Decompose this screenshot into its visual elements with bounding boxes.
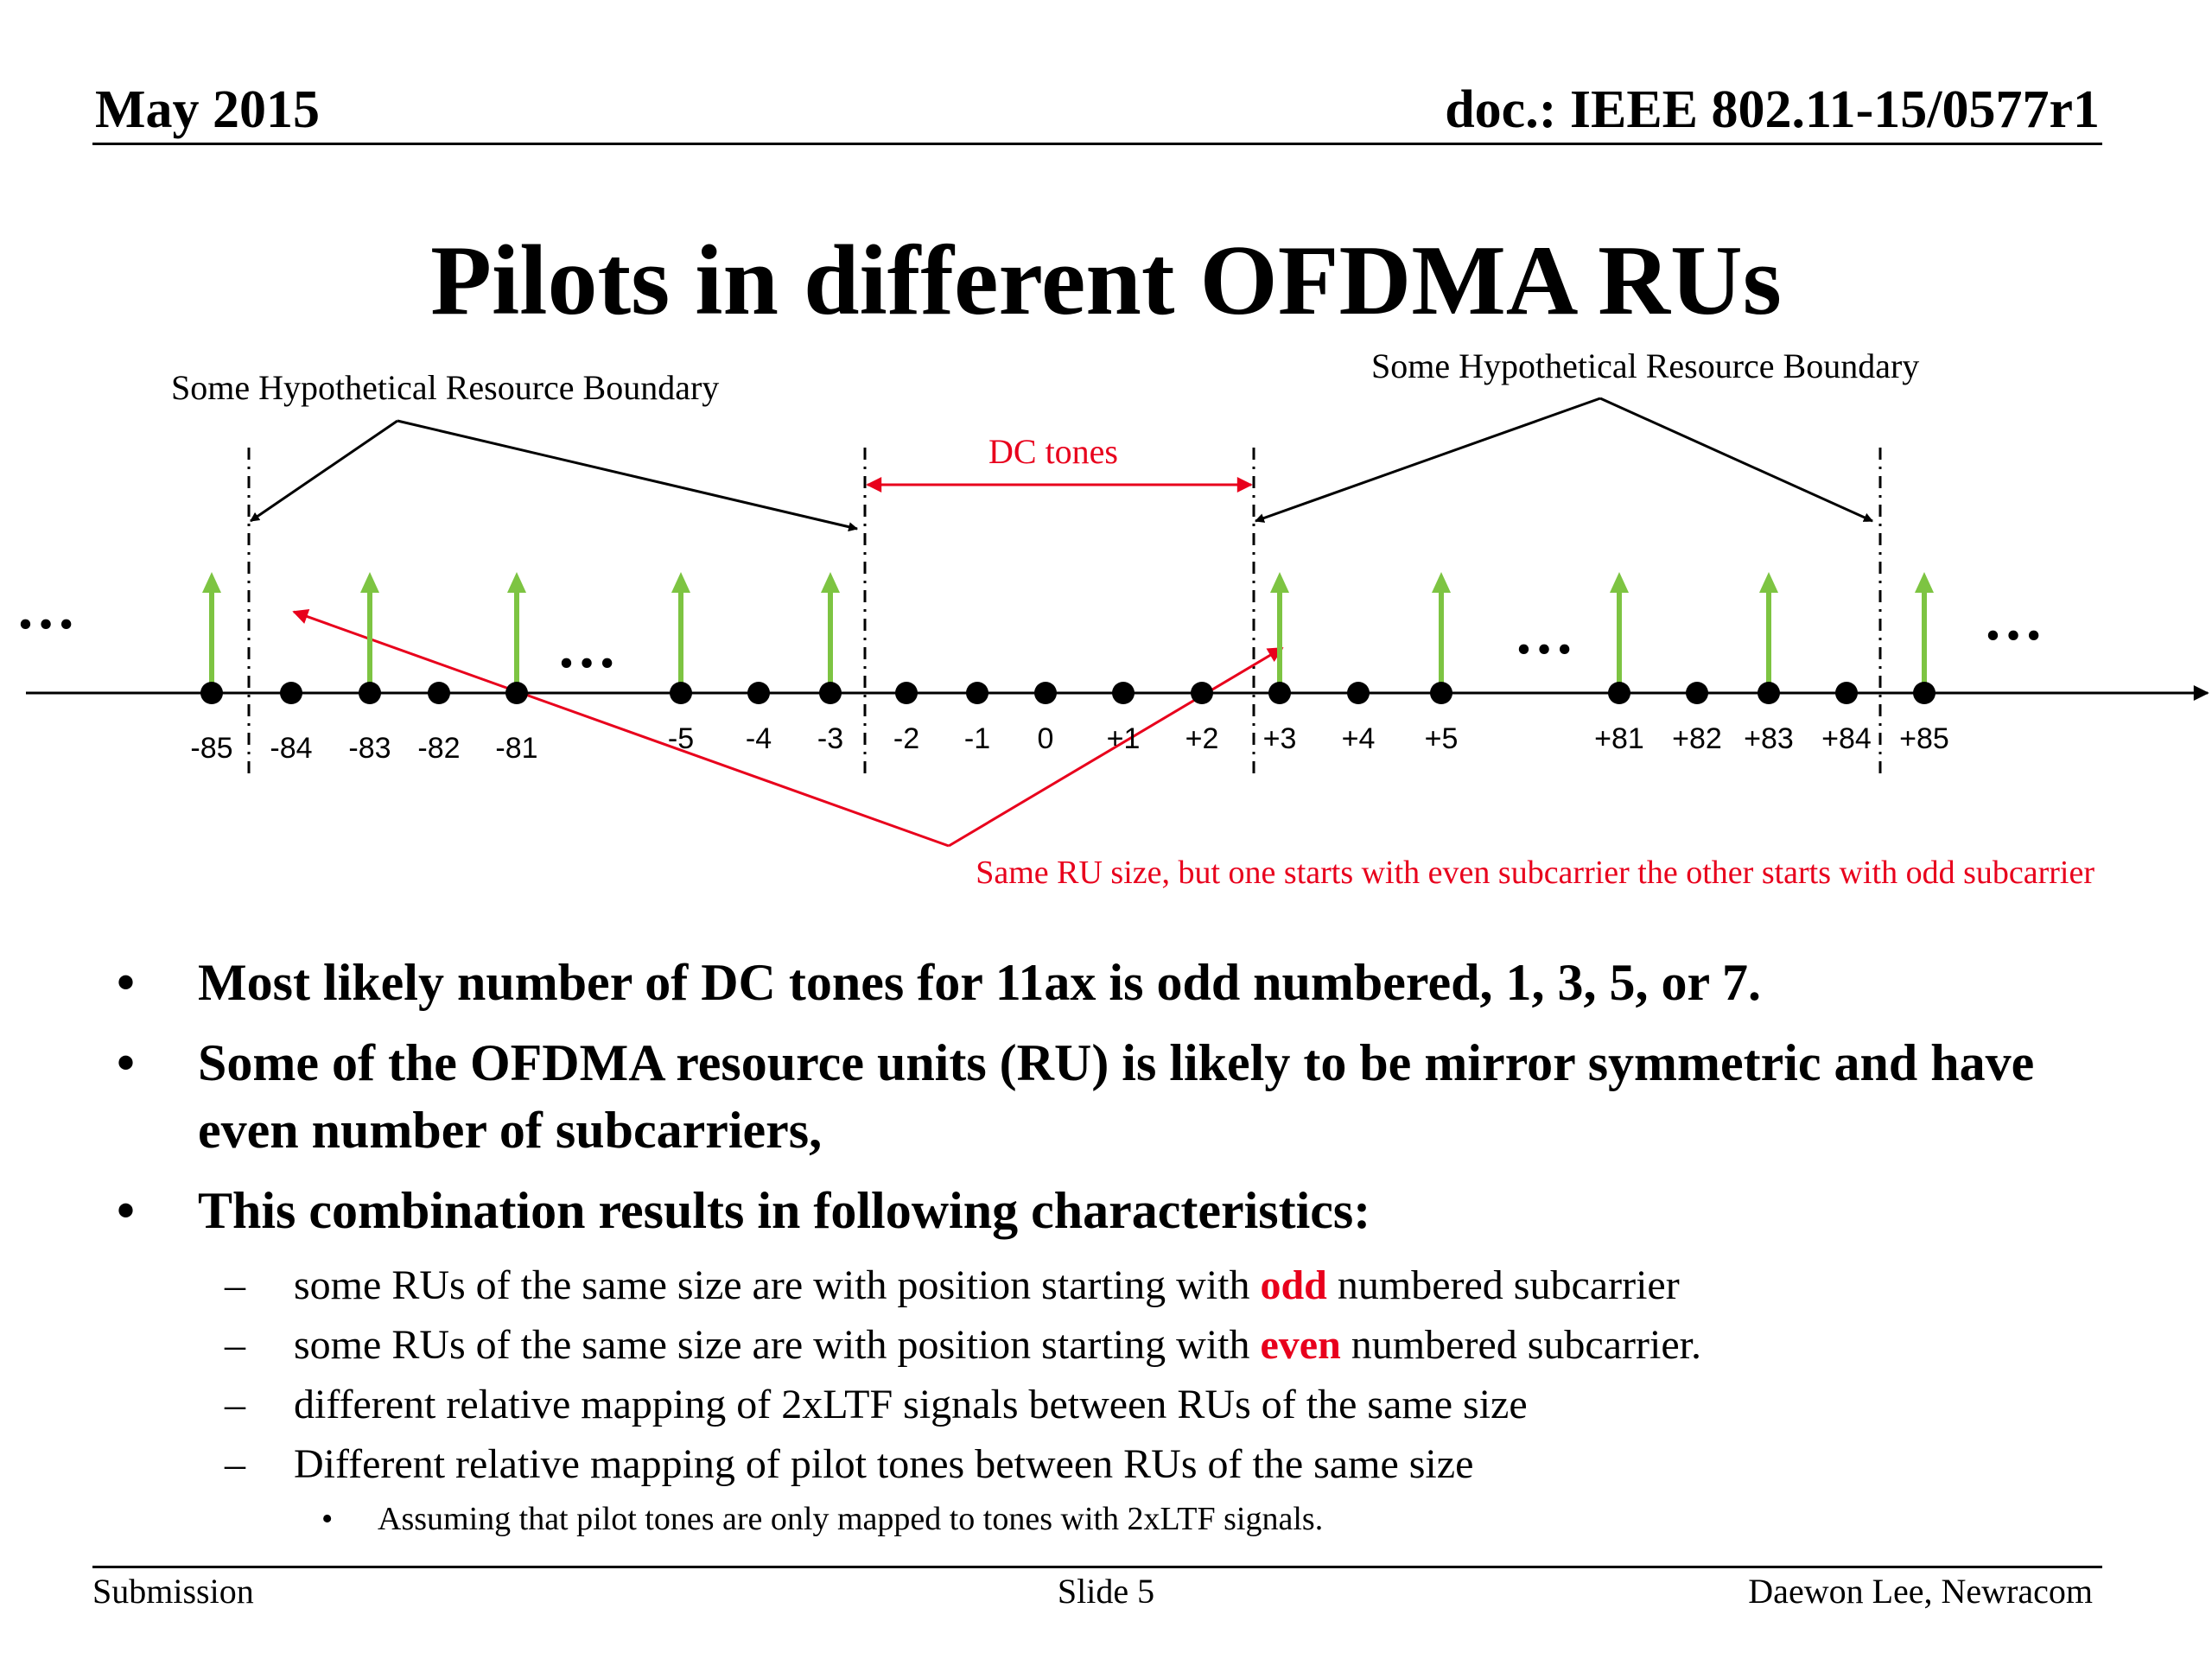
bullet-item: • Most likely number of DC tones for 11ax… [117, 954, 1761, 1011]
bullet-item: • Some of the OFDMA resource units (RU) i… [117, 1034, 2035, 1159]
pilot-arrowhead--3 [821, 572, 840, 593]
dc-tones-label: DC tones [988, 432, 1118, 471]
sub-bullet-text: numbered subcarrier. [1340, 1322, 1701, 1368]
pilot-arrowhead--81 [507, 572, 526, 593]
tick-label--82: -82 [417, 732, 460, 765]
tone-group: -85 -84 -83 -82 -81 -5 -4 -3 -2 -1 0 +1 +2 +3 +4 +5 +81 +… [190, 572, 1949, 765]
subcarrier-dot-+82 [1686, 682, 1708, 704]
subcarrier-dot--2 [895, 682, 918, 704]
tick-label-+83: +83 [1744, 722, 1794, 755]
bullet-item: • This combination results in following c… [117, 1182, 1371, 1239]
tick-label-+4: +4 [1342, 722, 1376, 755]
tick-label-+81: +81 [1594, 722, 1644, 755]
ellipsis-far-left: … [16, 575, 76, 642]
bullet-text: This combination results in following ch… [198, 1182, 1371, 1239]
subcarrier-dot-+1 [1112, 682, 1135, 704]
pilot-arrowhead-+5 [1432, 572, 1451, 593]
footer-slide-number: Slide 5 [1057, 1572, 1155, 1611]
header-rule [92, 143, 2102, 145]
sub-bullet-text: different relative mapping of 2xLTF sign… [294, 1382, 1528, 1427]
tick-label--4: -4 [746, 722, 772, 755]
subcarrier-dot-+2 [1191, 682, 1213, 704]
tick-label-+1: +1 [1107, 722, 1141, 755]
subcarrier-diagram: Some Hypothetical Resource Boundary Some… [16, 346, 2209, 891]
subcarrier-dot-+3 [1268, 682, 1291, 704]
sub-bullet-item: – Different relative mapping of pilot ton… [225, 1441, 1474, 1487]
emphasis-odd: odd [1260, 1262, 1327, 1308]
tick-label-+84: +84 [1821, 722, 1872, 755]
pilot-arrowhead-+85 [1915, 572, 1934, 593]
boundary-arrow-right-2 [1599, 397, 1874, 523]
pilot-arrowhead--5 [671, 572, 690, 593]
tick-label-+5: +5 [1425, 722, 1459, 755]
subcarrier-dot--3 [819, 682, 842, 704]
header-doc-id: doc.: IEEE 802.11-15/0577r1 [1445, 80, 2100, 139]
tick-label-+85: +85 [1899, 722, 1949, 755]
subcarrier-dot-0 [1034, 682, 1057, 704]
header-date: May 2015 [95, 80, 321, 139]
sub-bullet-item: – some RUs of the same size are with posi… [225, 1262, 1680, 1308]
pilot-arrowhead--83 [360, 572, 379, 593]
ellipsis-far-right: … [1983, 587, 2044, 653]
sub-sub-bullet-item: • Assuming that pilot tones are only mapp… [321, 1501, 1324, 1537]
tick-label--81: -81 [495, 732, 537, 765]
subcarrier-dot-+5 [1430, 682, 1452, 704]
bullet-list: • Most likely number of DC tones for 11ax… [117, 949, 2130, 1543]
subcarrier-dot--4 [747, 682, 770, 704]
subcarrier-dot--83 [359, 682, 381, 704]
ellipsis-left-middle: … [556, 614, 617, 681]
boundary-arrow-left-1 [250, 419, 398, 523]
subcarrier-dot-+85 [1913, 682, 1936, 704]
bullet-text: Some of the OFDMA resource units (RU) is… [198, 1034, 2035, 1159]
sub-bullet-text: numbered subcarrier [1326, 1262, 1680, 1308]
footer-author: Daewon Lee, Newracom [1748, 1572, 2093, 1611]
sub-bullet-text: some RUs of the same size are with posit… [294, 1262, 1261, 1308]
tick-label-+82: +82 [1672, 722, 1722, 755]
tick-label--84: -84 [270, 732, 312, 765]
footer-rule [92, 1566, 2102, 1568]
boundary-right-label: Some Hypothetical Resource Boundary [1371, 346, 1919, 385]
subcarrier-dot-+81 [1608, 682, 1630, 704]
ru-note: Same RU size, but one starts with even s… [976, 855, 2094, 891]
tick-label--83: -83 [348, 732, 391, 765]
slide-title: Pilots in different OFDMA RUs [430, 226, 1782, 336]
sub-bullet-item: – some RUs of the same size are with posi… [225, 1322, 1701, 1368]
subcarrier-dot-+4 [1347, 682, 1370, 704]
sub-bullet-item: – different relative mapping of 2xLTF sig… [225, 1382, 1528, 1427]
boundary-arrow-left-2 [397, 419, 859, 532]
tick-label-+2: +2 [1185, 722, 1219, 755]
emphasis-even: even [1260, 1322, 1341, 1368]
tick-label--3: -3 [817, 722, 843, 755]
subcarrier-dot--81 [505, 682, 528, 704]
tick-label--85: -85 [190, 732, 232, 765]
tick-label--5: -5 [668, 722, 694, 755]
subcarrier-dot--5 [670, 682, 692, 704]
pilot-arrowhead-+83 [1759, 572, 1778, 593]
sub-bullet-text: some RUs of the same size are with posit… [294, 1322, 1261, 1368]
subcarrier-dot--82 [428, 682, 450, 704]
subcarrier-dot--1 [966, 682, 988, 704]
ellipsis-right-middle: … [1514, 601, 1574, 667]
pilot-arrowhead-+81 [1610, 572, 1629, 593]
tick-label--1: -1 [964, 722, 990, 755]
footer-submission: Submission [92, 1572, 254, 1611]
subcarrier-dot-+84 [1835, 682, 1858, 704]
bullet-text: Most likely number of DC tones for 11ax … [198, 954, 1761, 1011]
pilot-arrowhead--85 [202, 572, 221, 593]
ru-note-arrow-left [292, 608, 950, 848]
subcarrier-dot-+83 [1758, 682, 1780, 704]
subcarrier-dot--85 [200, 682, 223, 704]
boundary-arrow-right-1 [1254, 397, 1601, 523]
pilot-arrowhead-+3 [1270, 572, 1289, 593]
sub-bullet-text: Different relative mapping of pilot tone… [294, 1441, 1474, 1487]
subcarrier-dot--84 [280, 682, 302, 704]
tick-label-+3: +3 [1263, 722, 1297, 755]
ru-note-arrow-right [948, 646, 1284, 848]
tick-label--2: -2 [893, 722, 919, 755]
tick-label-0: 0 [1038, 722, 1054, 755]
boundary-left-label: Some Hypothetical Resource Boundary [171, 368, 719, 407]
sub-sub-bullet-text: Assuming that pilot tones are only mappe… [378, 1501, 1324, 1537]
